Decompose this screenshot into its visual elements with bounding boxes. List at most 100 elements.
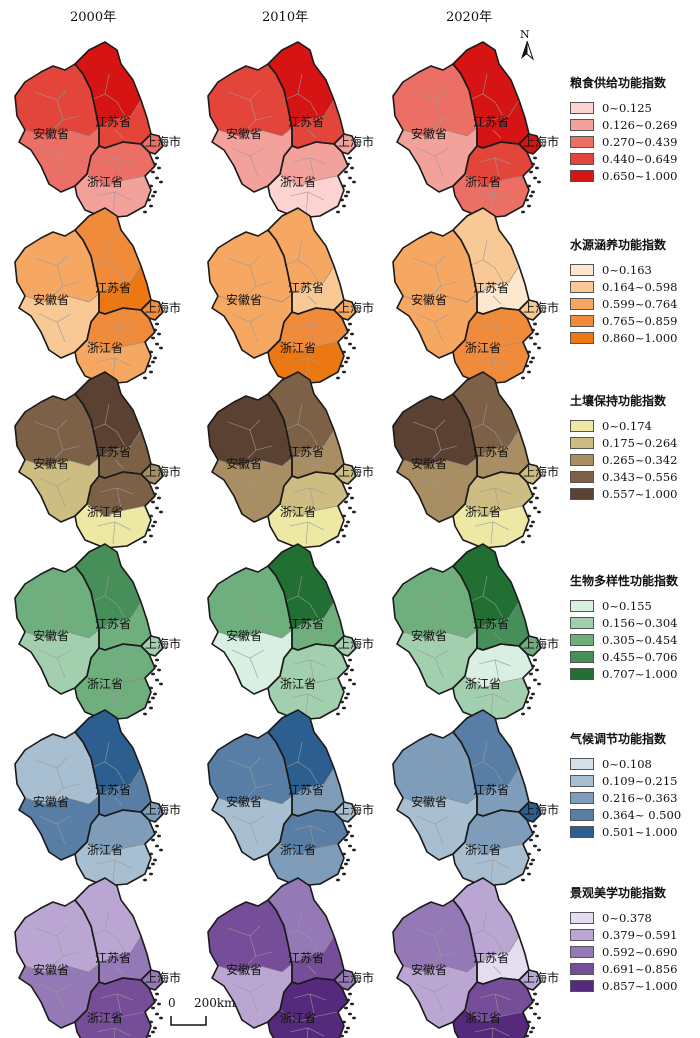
island bbox=[149, 350, 153, 354]
province-outline bbox=[452, 643, 534, 721]
city-boundary bbox=[428, 955, 442, 969]
legend-label: 0.305~0.454 bbox=[602, 632, 678, 647]
legend-landscape-aesthetics: 景观美学功能指数 0~0.378 0.379~0.591 0.592~0.690… bbox=[570, 884, 698, 994]
island bbox=[344, 1006, 348, 1010]
island bbox=[344, 838, 348, 842]
legend-item: 0.364~ 0.500 bbox=[570, 806, 698, 823]
island bbox=[527, 350, 531, 354]
island bbox=[155, 824, 159, 828]
legend-biodiversity: 生物多样性功能指数 0~0.155 0.156~0.304 0.305~0.45… bbox=[570, 572, 698, 682]
legend-label: 0.364~ 0.500 bbox=[602, 807, 682, 822]
island bbox=[151, 696, 155, 700]
city-boundary bbox=[249, 321, 259, 343]
island bbox=[336, 210, 340, 214]
island bbox=[340, 866, 344, 870]
legend-swatch bbox=[570, 314, 594, 327]
city-boundary bbox=[494, 487, 500, 509]
city-boundary bbox=[494, 157, 500, 179]
island bbox=[533, 322, 537, 326]
province-outline bbox=[267, 471, 349, 549]
legend-label: 0~0.108 bbox=[602, 756, 652, 771]
legend-label: 0.440~0.649 bbox=[602, 151, 678, 166]
island bbox=[342, 872, 346, 876]
city-boundary bbox=[305, 693, 309, 717]
island bbox=[151, 336, 155, 340]
city-boundary bbox=[116, 431, 126, 447]
city-boundary bbox=[428, 119, 442, 133]
province-label-anhui: 安徽省 bbox=[226, 292, 262, 307]
city-boundary bbox=[490, 357, 494, 381]
island bbox=[346, 664, 350, 668]
city-boundary bbox=[492, 797, 502, 807]
city-boundary bbox=[116, 769, 126, 785]
city-boundary bbox=[434, 823, 444, 845]
legend-swatch bbox=[570, 911, 594, 924]
legend-swatch bbox=[570, 599, 594, 612]
island bbox=[143, 712, 147, 716]
city-boundary bbox=[494, 825, 500, 847]
city-boundary bbox=[112, 357, 116, 381]
city-boundary bbox=[116, 603, 126, 619]
legend-swatch bbox=[570, 436, 594, 449]
city-boundary bbox=[434, 991, 444, 1013]
province-outline bbox=[333, 299, 357, 321]
island bbox=[350, 1002, 354, 1006]
city-boundary bbox=[104, 403, 110, 425]
legend-item: 0.440~0.649 bbox=[570, 150, 698, 167]
island bbox=[344, 500, 348, 504]
island bbox=[533, 176, 537, 180]
city-boundary bbox=[428, 621, 442, 635]
city-boundary bbox=[307, 129, 317, 139]
island bbox=[527, 204, 531, 208]
island bbox=[336, 540, 340, 544]
province-label-jiangsu: 江苏省 bbox=[95, 951, 131, 965]
city-boundary bbox=[309, 323, 315, 345]
city-boundary bbox=[434, 485, 444, 507]
legend-item: 0.599~0.764 bbox=[570, 295, 698, 312]
island bbox=[342, 184, 346, 188]
island bbox=[533, 506, 537, 510]
legend-item: 0~0.125 bbox=[570, 99, 698, 116]
island bbox=[352, 510, 356, 514]
city-boundary bbox=[307, 965, 317, 975]
island bbox=[346, 162, 350, 166]
city-boundary bbox=[434, 321, 444, 343]
province-label-anhui: 安徽省 bbox=[226, 794, 262, 809]
island bbox=[155, 678, 159, 682]
island bbox=[352, 180, 356, 184]
island bbox=[348, 486, 352, 490]
island bbox=[535, 332, 539, 336]
legend-title: 生物多样性功能指数 bbox=[570, 574, 679, 588]
province-label-shanghai: 上海市 bbox=[145, 636, 181, 651]
island bbox=[342, 514, 346, 518]
city-boundary bbox=[309, 659, 315, 681]
legend-item: 0.592~0.690 bbox=[570, 943, 698, 960]
island bbox=[348, 322, 352, 326]
legend-item: 0.265~0.342 bbox=[570, 451, 698, 468]
city-boundary bbox=[434, 657, 444, 679]
island bbox=[525, 1034, 529, 1038]
province-label-anhui: 安徽省 bbox=[226, 628, 262, 643]
island bbox=[348, 992, 352, 996]
legend-swatch bbox=[570, 616, 594, 629]
province-label-zhejiang: 浙江省 bbox=[87, 341, 123, 355]
city-boundary bbox=[309, 937, 319, 953]
province-label-anhui: 安徽省 bbox=[33, 962, 69, 977]
island bbox=[537, 346, 541, 350]
island bbox=[159, 1016, 163, 1020]
island bbox=[153, 520, 157, 524]
city-boundary bbox=[114, 797, 124, 807]
island bbox=[151, 838, 155, 842]
legend-title: 景观美学功能指数 bbox=[570, 886, 667, 900]
legend-item: 0.164~0.598 bbox=[570, 278, 698, 295]
island bbox=[348, 156, 352, 160]
legend-title: 粮食供给功能指数 bbox=[570, 76, 667, 90]
legend-swatch bbox=[570, 297, 594, 310]
island bbox=[155, 156, 159, 160]
legend-label: 0.765~0.859 bbox=[602, 313, 678, 328]
legend-swatch bbox=[570, 808, 594, 821]
legend-swatch bbox=[570, 118, 594, 131]
legend-label: 0~0.174 bbox=[602, 418, 652, 433]
